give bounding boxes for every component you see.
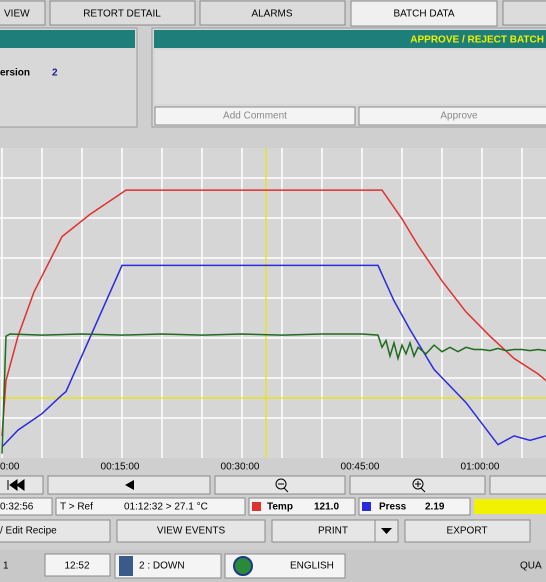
button[interactable]: [154, 106, 356, 126]
panel-title: APPROVE / REJECT BATCH: [410, 35, 544, 46]
comment-area[interactable]: [155, 50, 546, 104]
swatch: [252, 502, 261, 511]
button-label: EXPORT: [447, 526, 488, 537]
grid: [0, 148, 546, 458]
button[interactable]: [358, 106, 546, 126]
tab-label: RETORT DETAIL: [83, 9, 161, 20]
button[interactable]: [489, 475, 546, 495]
swatch: [362, 502, 371, 511]
readout-value: 01:12:32 > 27.1 °C: [124, 502, 208, 513]
x-tick-label: 00:30:00: [221, 462, 260, 473]
panel-header: [154, 30, 546, 48]
readout: [55, 497, 246, 516]
icon-door: [119, 556, 133, 576]
tab[interactable]: [49, 0, 196, 26]
plot-area: [0, 148, 546, 458]
readout: [0, 497, 53, 516]
button[interactable]: [214, 475, 346, 495]
button[interactable]: [116, 519, 266, 543]
readout-value: 121.0: [314, 502, 339, 513]
button-label: Approve: [440, 111, 478, 122]
tab-label: ALARMS: [251, 9, 292, 20]
status-state: 2 : DOWN: [139, 561, 185, 572]
readout-time: 0:32:56: [0, 502, 34, 513]
button[interactable]: [0, 519, 111, 543]
tab[interactable]: [199, 0, 346, 26]
readout-label: Temp: [267, 502, 293, 513]
tab-label: BATCH DATA: [393, 9, 454, 20]
readout: [358, 497, 471, 516]
plot: [0, 148, 546, 458]
button-label: VIEW EVENTS: [157, 526, 226, 537]
x-tick-label: 0:00: [0, 462, 20, 473]
readout-value: 2.19: [425, 502, 445, 513]
button-label: PRINT: [318, 526, 348, 537]
x-tick-label: 01:00:00: [461, 462, 500, 473]
readout-label: T > Ref: [60, 502, 93, 513]
series-line: [1, 189, 546, 436]
status-box: [44, 553, 111, 577]
icon-zoom-out: [278, 483, 289, 493]
field-label: ersion: [0, 68, 30, 79]
series-line: [1, 333, 546, 454]
icon-zoom-in: [412, 478, 424, 490]
field-value: 2: [52, 68, 58, 79]
status-text: 1: [3, 561, 9, 572]
readout-label: Press: [379, 502, 407, 513]
icon-globe: [233, 556, 253, 576]
status-indicator: [474, 499, 546, 514]
x-tick-label: 00:15:00: [101, 462, 140, 473]
panel-header: [0, 30, 135, 48]
icon-dropdown: [381, 528, 392, 534]
icon-zoom-out: [275, 478, 287, 490]
icon-back: [125, 480, 134, 490]
status-clock: 12:52: [64, 561, 89, 572]
x-tick-label: 00:45:00: [341, 462, 380, 473]
button[interactable]: [404, 519, 531, 543]
icon-first: [7, 479, 25, 491]
status-text: QUA: [520, 561, 542, 572]
icon-zoom-in: [415, 481, 426, 493]
status-language: ENGLISH: [290, 561, 334, 572]
button-label: Add Comment: [223, 111, 287, 122]
tab-label: VIEW: [4, 9, 30, 20]
tab-active[interactable]: [350, 0, 498, 27]
tab[interactable]: [502, 0, 546, 26]
button-label: / Edit Recipe: [0, 526, 57, 537]
tab[interactable]: [0, 0, 46, 26]
series-line: [1, 264, 546, 448]
readout: [248, 497, 356, 516]
